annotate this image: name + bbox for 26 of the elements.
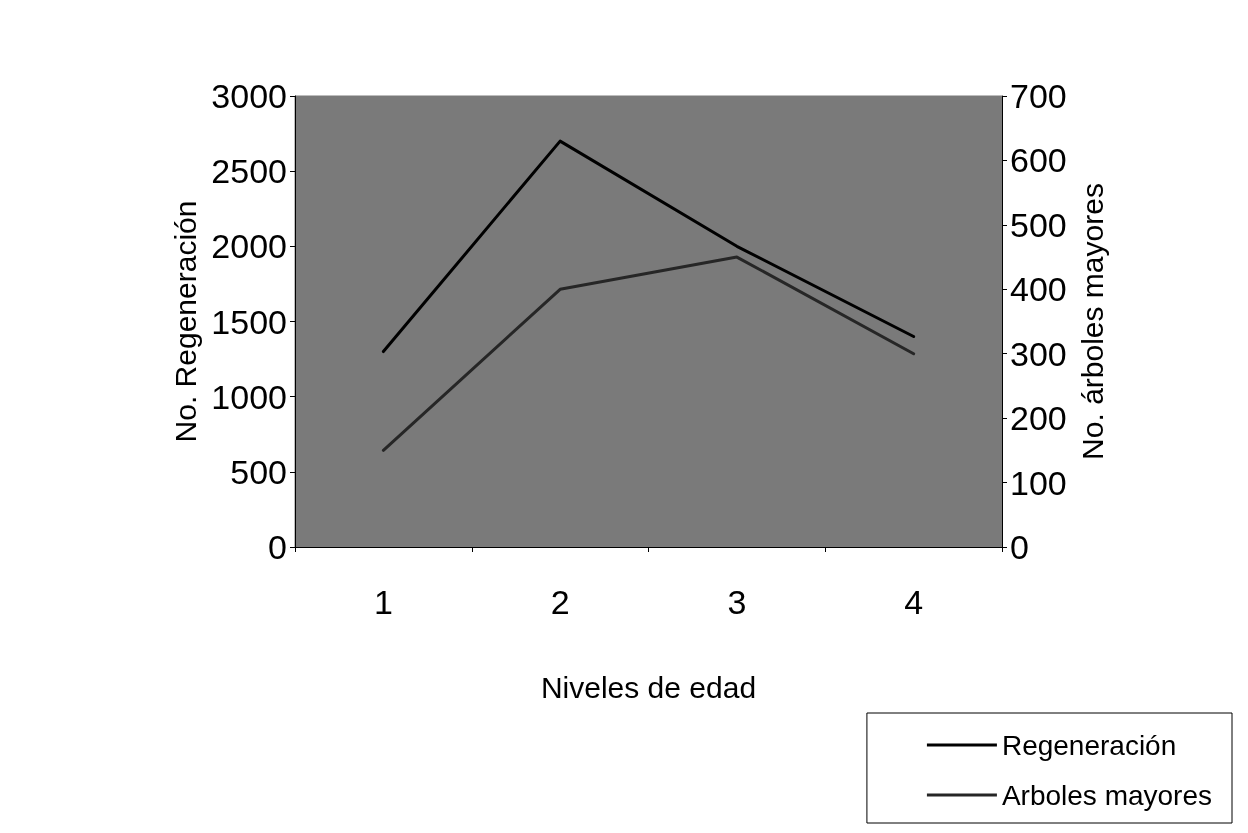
x-axis-title: Niveles de edad xyxy=(540,670,757,704)
x-tick-label: 2 xyxy=(550,583,570,621)
y2-tick-label: 600 xyxy=(1010,141,1067,180)
y2-tick-label: 300 xyxy=(1010,334,1067,373)
y2-axis-title: No. árboles mayores xyxy=(1076,183,1110,460)
line-series xyxy=(381,255,916,452)
y2-tick-label: 100 xyxy=(1010,463,1067,502)
y-tick-label: 3000 xyxy=(211,77,287,115)
y-tick-label: 0 xyxy=(268,528,287,566)
y-tick-label: 500 xyxy=(230,452,287,491)
y-axis-title: No. Regeneración xyxy=(168,200,202,443)
line-series xyxy=(381,139,916,354)
y2-tick-label: 400 xyxy=(1010,270,1067,309)
y-tick-label: 2500 xyxy=(211,152,287,191)
y2-tick-label: 0 xyxy=(1010,528,1029,566)
y2-tick-label: 500 xyxy=(1010,205,1067,244)
y-tick-label: 1500 xyxy=(211,302,287,341)
x-tick-label: 4 xyxy=(904,583,924,621)
y-tick-label: 1000 xyxy=(211,377,287,416)
x-tick-label: 1 xyxy=(373,583,393,621)
legend-label: Regeneración xyxy=(1001,729,1177,761)
legend-label: Arboles mayores xyxy=(1001,779,1213,811)
y2-tick-label: 200 xyxy=(1010,399,1067,438)
y-tick-label: 2000 xyxy=(211,227,287,266)
y2-tick-label: 700 xyxy=(1010,77,1067,115)
x-tick-label: 3 xyxy=(727,583,747,621)
